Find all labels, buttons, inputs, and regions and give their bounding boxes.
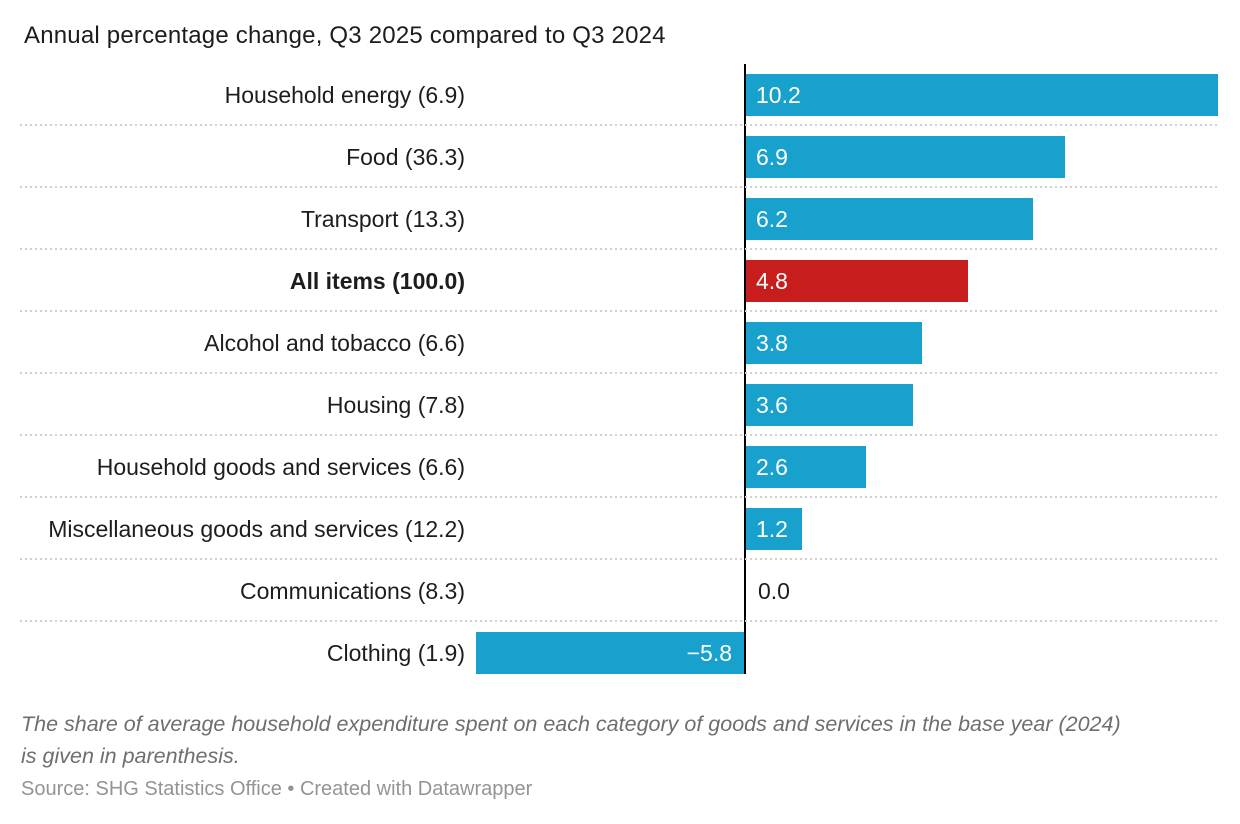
row-separator — [20, 434, 1218, 436]
bar — [476, 632, 744, 674]
row-separator — [20, 558, 1218, 560]
bar-row: Clothing (1.9) −5.8 — [0, 622, 1240, 684]
bar — [746, 322, 922, 364]
bar-row: All items (100.0) 4.8 — [0, 250, 1240, 312]
row-separator — [20, 372, 1218, 374]
chart-source-credit: Source: SHG Statistics Office • Created … — [21, 778, 533, 800]
bar-value-label: 6.2 — [756, 206, 788, 232]
bar-value-label: −5.8 — [686, 640, 732, 666]
bar-row: Household energy (6.9) 10.2 — [0, 64, 1240, 126]
bar-value-label: 3.8 — [756, 330, 788, 356]
chart-area: Household energy (6.9) 10.2 Food (36.3) 6.9… — [0, 64, 1240, 684]
row-separator — [20, 496, 1218, 498]
bar — [746, 446, 866, 488]
bar — [746, 384, 913, 426]
category-label: All items (100.0) — [289, 268, 465, 294]
bar-value-label: 6.9 — [756, 144, 788, 170]
category-label: Clothing (1.9) — [326, 640, 465, 666]
bar-highlight — [746, 260, 968, 302]
bar-row: Household goods and services (6.6) 2.6 — [0, 436, 1240, 498]
bar-value-label: 10.2 — [756, 82, 801, 108]
bar-value-label: 2.6 — [756, 454, 788, 480]
category-label: Household energy (6.9) — [224, 82, 465, 108]
chart-title: Annual percentage change, Q3 2025 compar… — [24, 22, 666, 49]
bar — [746, 198, 1033, 240]
category-label: Household goods and services (6.6) — [96, 454, 465, 480]
bar — [746, 508, 802, 550]
category-label: Communications (8.3) — [240, 578, 465, 604]
zero-baseline-axis — [744, 64, 746, 674]
bar-row: Food (36.3) 6.9 — [0, 126, 1240, 188]
bar-value-label: 1.2 — [756, 516, 788, 542]
bar-value-label: 3.6 — [756, 392, 788, 418]
bar — [746, 74, 1218, 116]
row-separator — [20, 248, 1218, 250]
row-separator — [20, 620, 1218, 622]
category-label: Food (36.3) — [346, 144, 465, 170]
category-label: Housing (7.8) — [326, 392, 465, 418]
category-label: Miscellaneous goods and services (12.2) — [48, 516, 465, 542]
row-separator — [20, 186, 1218, 188]
chart-footnote: The share of average household expenditu… — [21, 712, 1121, 768]
bar-row: Alcohol and tobacco (6.6) 3.8 — [0, 312, 1240, 374]
row-separator — [20, 124, 1218, 126]
bar-row: Housing (7.8) 3.6 — [0, 374, 1240, 436]
bar — [746, 136, 1065, 178]
bar-value-label: 0.0 — [758, 578, 790, 604]
bar-row: Communications (8.3) 0.0 — [0, 560, 1240, 622]
category-label: Alcohol and tobacco (6.6) — [204, 330, 465, 356]
bar-value-label: 4.8 — [756, 268, 788, 294]
bar-row: Miscellaneous goods and services (12.2) 1… — [0, 498, 1240, 560]
bar-row: Transport (13.3) 6.2 — [0, 188, 1240, 250]
category-label: Transport (13.3) — [300, 206, 465, 232]
row-separator — [20, 310, 1218, 312]
